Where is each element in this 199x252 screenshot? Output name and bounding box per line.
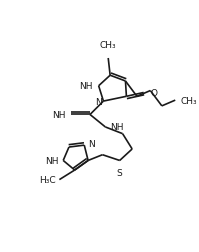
Text: H₃C: H₃C bbox=[39, 175, 56, 184]
Text: CH₃: CH₃ bbox=[181, 96, 198, 105]
Text: S: S bbox=[117, 168, 123, 177]
Text: O: O bbox=[150, 89, 157, 98]
Text: NH: NH bbox=[53, 111, 66, 119]
Text: CH₃: CH₃ bbox=[100, 41, 117, 50]
Text: NH: NH bbox=[45, 156, 59, 165]
Text: N: N bbox=[95, 97, 101, 106]
Text: NH: NH bbox=[79, 82, 93, 91]
Text: NH: NH bbox=[110, 123, 124, 132]
Text: N: N bbox=[88, 139, 95, 148]
Text: imine: imine bbox=[56, 114, 59, 115]
